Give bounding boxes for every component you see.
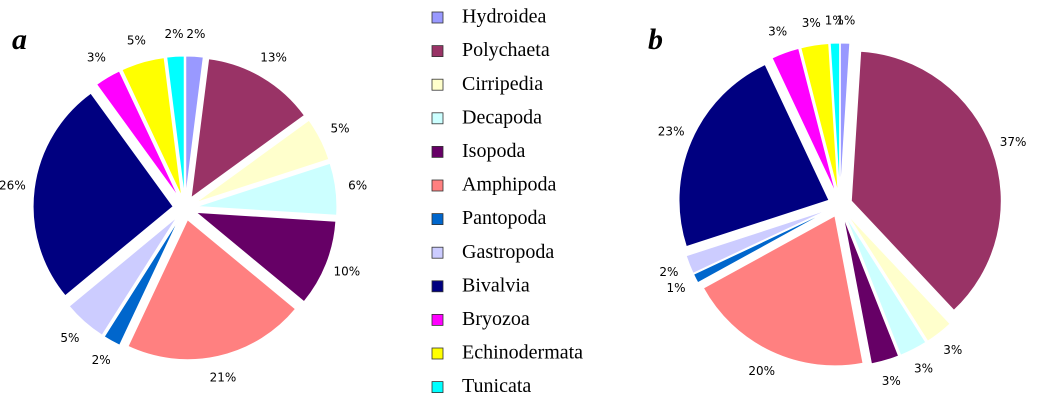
data-label: 2% [659,265,678,279]
chart-title: a [12,23,27,56]
pie-slice [692,209,830,284]
data-label: 2% [186,27,205,41]
legend-label: Tunicata [462,375,531,397]
pie-slice [166,55,185,197]
data-label: 5% [331,122,350,136]
data-label: 26% [0,179,26,193]
legend-swatch [431,78,444,91]
legend-label: Isopoda [462,140,525,162]
data-label: 5% [127,33,146,47]
data-label: 2% [92,353,111,367]
pie-slice [185,55,204,197]
pie-slice [829,42,841,194]
pie-slice [800,42,839,194]
legend-label: Cirripedia [462,73,543,95]
data-label: 3% [87,51,106,65]
pie-slice [702,215,864,367]
legend-swatch [431,11,444,24]
legend-label: Pantopoda [462,207,547,229]
data-label: 21% [210,370,237,384]
legend-swatch [431,313,444,326]
pie-slice [121,57,183,197]
legend-label: Gastropoda [462,241,554,263]
data-label: 3% [882,374,901,388]
legend-swatch [431,246,444,259]
data-label: 6% [348,179,367,193]
legend-swatch [431,45,444,57]
pie-slice [685,208,830,274]
pie-slice [678,63,830,248]
legend-swatch [431,112,444,125]
data-label: 10% [333,265,360,279]
data-label: 3% [914,361,933,375]
data-label: 1% [836,14,855,28]
pie-slice [194,211,337,303]
data-label: 23% [658,124,685,138]
data-label: 5% [60,331,79,345]
legend-label: Hydroidea [462,6,547,28]
pie-slice [839,42,851,194]
legend-swatch [431,381,444,394]
legend-label: Echinodermata [462,342,583,364]
pie-slice [196,162,338,216]
legend-label: Polychaeta [462,39,550,61]
data-label: 20% [748,364,775,378]
chart-title: b [648,23,663,56]
pie-slice [103,218,180,346]
data-label: 3% [943,343,962,357]
data-label: 1% [825,14,844,28]
legend-swatch [431,347,444,360]
legend-label: Bryozoa [462,308,530,330]
data-label: 1% [667,281,686,295]
legend-label: Amphipoda [462,174,557,196]
pie-slice [32,92,174,297]
pie-slice [842,216,900,365]
pie-slice [127,218,297,361]
legend-swatch [431,280,444,293]
legend-swatch [431,213,444,226]
pie-slice [850,50,1002,311]
pie-slice [95,70,180,198]
pie-slice [195,119,330,204]
pie-slice [771,47,837,194]
legend-label: Decapoda [462,106,542,128]
legend-swatch [431,145,444,158]
pie-slice [844,215,927,356]
pie-slice [68,216,178,336]
data-label: 3% [768,24,787,38]
legend-label: Bivalvia [462,274,530,296]
pie-slice [190,58,306,199]
data-label: 37% [1000,135,1027,149]
data-label: 3% [802,16,821,30]
data-label: 13% [260,51,287,65]
data-label: 2% [165,27,184,41]
legend-swatch [431,179,444,192]
pie-slice [846,214,951,342]
